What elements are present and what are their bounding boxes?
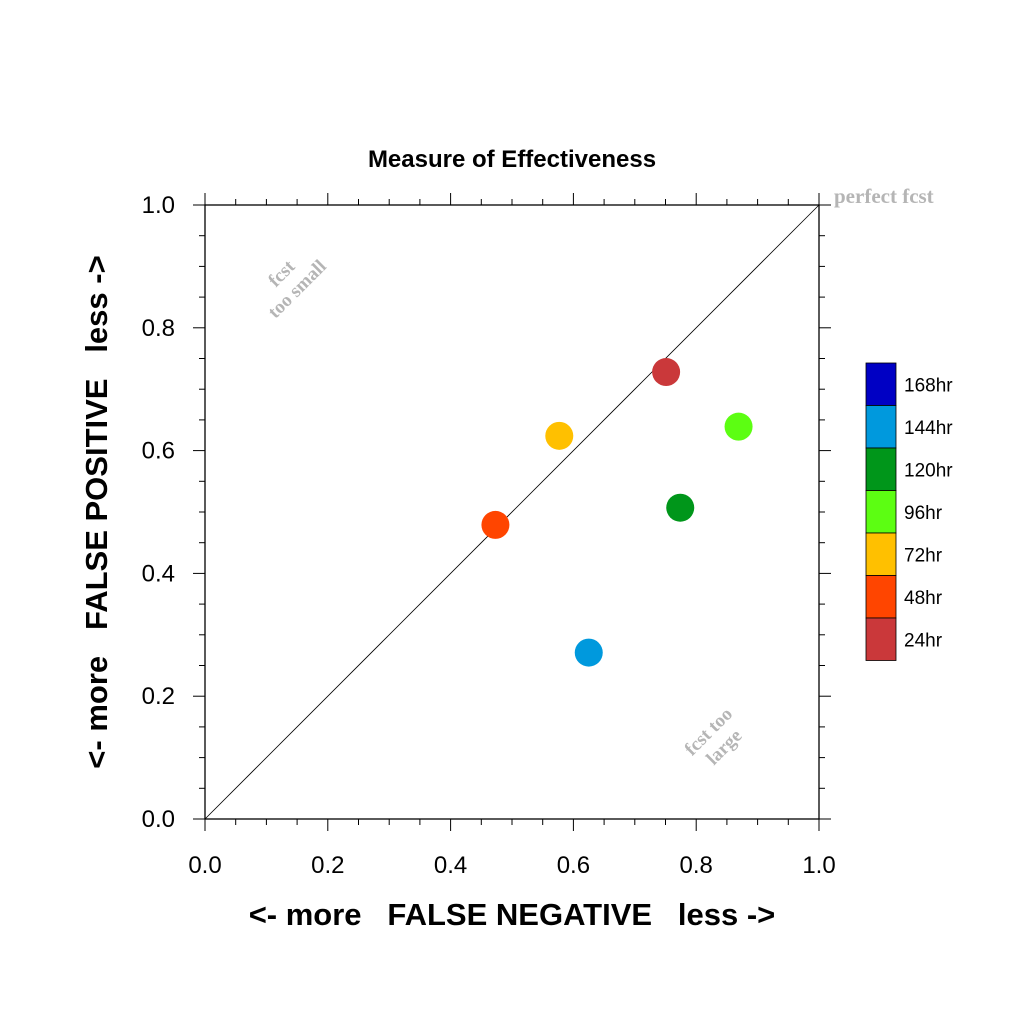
data-point-144hr bbox=[574, 638, 603, 667]
x-tick-label: 0.4 bbox=[434, 852, 467, 879]
too-small-annotation: fcst too small bbox=[264, 256, 331, 323]
x-tick-label: 0.0 bbox=[188, 852, 221, 879]
legend-label-168hr: 168hr bbox=[904, 375, 953, 396]
y-tick-label: 0.0 bbox=[142, 806, 175, 833]
y-tick-label: 0.2 bbox=[142, 683, 175, 710]
legend-swatch-144hr bbox=[865, 405, 897, 449]
y-tick-label: 0.4 bbox=[142, 560, 175, 587]
data-point-120hr bbox=[666, 493, 695, 522]
legend-label-144hr: 144hr bbox=[904, 418, 953, 439]
legend-label-120hr: 120hr bbox=[904, 460, 953, 481]
legend-label-96hr: 96hr bbox=[904, 503, 943, 524]
data-point-48hr bbox=[481, 510, 510, 539]
chart-title: Measure of Effectiveness bbox=[368, 146, 656, 173]
y-tick-label: 1.0 bbox=[142, 192, 175, 219]
legend-label-48hr: 48hr bbox=[904, 588, 943, 609]
legend-swatch-96hr bbox=[865, 490, 897, 534]
x-axis-label: <- more FALSE NEGATIVE less -> bbox=[249, 897, 776, 932]
data-point-24hr bbox=[652, 358, 681, 387]
x-tick-label: 1.0 bbox=[802, 852, 835, 879]
legend-swatch-72hr bbox=[865, 532, 897, 576]
x-tick-label: 0.8 bbox=[680, 852, 713, 879]
legend: 168hr 144hr 120hr 96hr 72hr 48hr 24hr bbox=[865, 362, 953, 661]
legend-swatch-48hr bbox=[865, 575, 897, 619]
legend-label-72hr: 72hr bbox=[904, 545, 943, 566]
legend-label-24hr: 24hr bbox=[904, 630, 943, 651]
y-tick-label: 0.8 bbox=[142, 315, 175, 342]
y-tick-label: 0.6 bbox=[142, 438, 175, 465]
x-tick-label: 0.2 bbox=[311, 852, 344, 879]
y-axis-label: <- more FALSE POSITIVE less -> bbox=[79, 255, 114, 768]
legend-swatch-120hr bbox=[865, 447, 897, 491]
legend-swatch-24hr bbox=[865, 617, 897, 661]
too-large-annotation: fcst too large bbox=[681, 704, 747, 770]
data-point-96hr bbox=[724, 412, 753, 441]
data-point-72hr bbox=[545, 421, 574, 450]
legend-swatch-168hr bbox=[865, 362, 897, 406]
plot-area: 0.0 0.2 0.4 0.6 0.8 1.0 0.0 0.2 0.4 0.6 0.8 1.0 bbox=[142, 192, 836, 879]
perfect-forecast-line bbox=[204, 204, 820, 820]
x-tick-label: 0.6 bbox=[557, 852, 590, 879]
perfect-forecast-annotation: perfect fcst bbox=[834, 184, 934, 208]
